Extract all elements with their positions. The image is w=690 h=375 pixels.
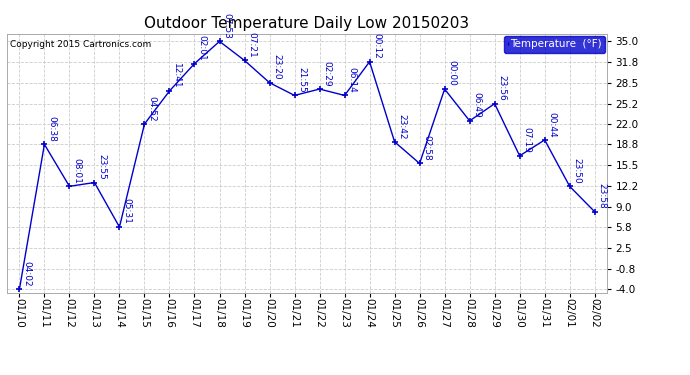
Text: 02:58: 02:58 [422,135,431,160]
Text: 05:31: 05:31 [122,198,131,224]
Text: Copyright 2015 Cartronics.com: Copyright 2015 Cartronics.com [10,40,151,49]
Text: 12:41: 12:41 [172,63,181,88]
Text: 23:56: 23:56 [497,75,506,101]
Text: 06:38: 06:38 [47,116,56,142]
Text: 23:42: 23:42 [397,114,406,139]
Text: 08:01: 08:01 [72,158,81,183]
Text: 06:49: 06:49 [473,92,482,118]
Text: 02:01: 02:01 [197,35,206,61]
Text: 00:00: 00:00 [447,60,456,86]
Text: 04:02: 04:02 [22,261,31,286]
Text: 02:29: 02:29 [322,61,331,86]
Text: 04:52: 04:52 [147,96,156,121]
Text: 00:12: 00:12 [373,33,382,59]
Text: 23:55: 23:55 [97,154,106,180]
Text: 07:21: 07:21 [247,32,256,58]
Text: 00:44: 00:44 [547,111,556,137]
Text: 23:20: 23:20 [273,54,282,80]
Text: 07:19: 07:19 [522,127,531,153]
Text: 21:55: 21:55 [297,67,306,93]
Title: Outdoor Temperature Daily Low 20150203: Outdoor Temperature Daily Low 20150203 [144,16,470,31]
Text: 23:58: 23:58 [598,183,607,209]
Text: 23:50: 23:50 [573,158,582,183]
Text: 07:53: 07:53 [222,13,231,39]
Text: 06:14: 06:14 [347,67,356,93]
Legend: Temperature  (°F): Temperature (°F) [504,36,605,53]
